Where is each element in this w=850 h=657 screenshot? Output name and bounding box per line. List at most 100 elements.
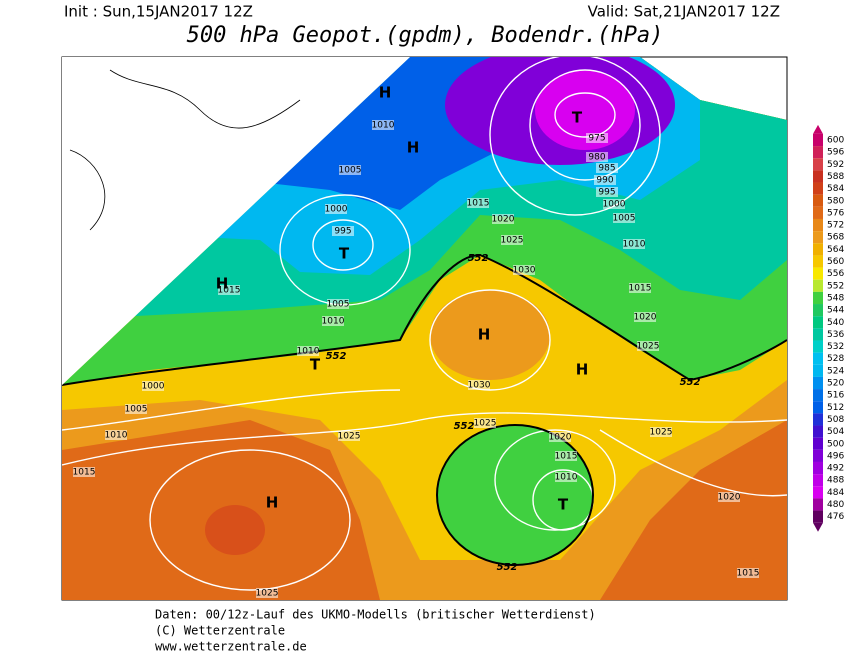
isobar-label: 1010 [555, 473, 578, 483]
legend-label: 564 [827, 245, 844, 255]
isobar-label: 980 [588, 153, 605, 163]
label-background [142, 381, 164, 391]
legend-swatch [813, 146, 823, 159]
label-background [501, 235, 523, 245]
isobar-label: 1025 [650, 428, 673, 438]
pressure-center: H [216, 275, 229, 293]
coastline [69, 69, 301, 231]
isobar-label: 1025 [256, 589, 279, 599]
legend-swatch [813, 279, 823, 292]
isobar-label: 1000 [603, 200, 626, 210]
label-background [737, 568, 759, 578]
isobar-label: 1005 [327, 300, 350, 310]
legend-swatch [813, 340, 823, 353]
isobar-label: 1010 [372, 121, 395, 131]
isobar-label: 1030 [468, 381, 491, 391]
isobar-label: 1015 [629, 284, 652, 294]
legend-label: 560 [827, 257, 844, 267]
legend-swatch [813, 267, 823, 280]
label-background [629, 283, 651, 293]
legend-label: 520 [827, 379, 844, 389]
legend-label: 496 [827, 451, 844, 461]
valid-time: Valid: Sat,21JAN2017 12Z [588, 3, 780, 21]
isobar-label: 1025 [474, 419, 497, 429]
contour-552 [436, 424, 594, 566]
isobar-label: 1010 [322, 317, 345, 327]
legend-label: 488 [827, 476, 844, 486]
legend-label: 512 [827, 403, 844, 413]
label-background [637, 341, 659, 351]
footer-line: Daten: 00/12z-Lauf des UKMO-Modells (bri… [155, 608, 596, 622]
label-background [650, 427, 672, 437]
legend-label: 508 [827, 415, 844, 425]
pressure-center: T [558, 496, 569, 514]
legend-label: 556 [827, 269, 844, 279]
legend-swatch [813, 231, 823, 244]
isobar-label: 990 [596, 176, 613, 186]
isobar-label: 1025 [338, 432, 361, 442]
label-background [596, 163, 618, 173]
isobar-label: 1000 [142, 382, 165, 392]
label-background [555, 451, 577, 461]
color-legend: 600 596 592 588 584 580 576 572 568 564 560 556 552 5… [813, 124, 844, 532]
label-background [125, 404, 147, 414]
pressure-center: H [266, 494, 279, 512]
label-background [596, 187, 618, 197]
label-background [332, 226, 354, 236]
geopotential-label: 552 [497, 562, 518, 573]
legend-swatch [813, 425, 823, 438]
legend-label: 516 [827, 391, 844, 401]
isobar [494, 429, 616, 531]
legend-label: 548 [827, 293, 844, 303]
isobar-label: 1010 [297, 347, 320, 357]
isobar-label: 1020 [549, 433, 572, 443]
legend-arrow-top [813, 124, 823, 134]
legend-swatch [813, 449, 823, 462]
legend-label: 580 [827, 196, 844, 206]
legend-label: 524 [827, 366, 844, 376]
label-background [468, 380, 490, 390]
legend-label: 596 [827, 148, 844, 158]
legend-label: 540 [827, 318, 844, 328]
label-background [586, 152, 608, 162]
legend-label: 592 [827, 160, 844, 170]
legend-swatch [813, 328, 823, 341]
label-background [586, 133, 608, 143]
field-568-high [430, 290, 550, 380]
label-background [256, 588, 278, 598]
isobar-label: 995 [334, 227, 351, 237]
legend-label: 576 [827, 208, 844, 218]
legend-label: 544 [827, 306, 844, 316]
pressure-center: T [339, 245, 350, 263]
isobar-label: 975 [588, 134, 605, 144]
legend-label: 552 [827, 281, 844, 291]
legend-label: 600 [827, 136, 844, 146]
legend-label: 476 [827, 512, 844, 522]
legend-swatch [813, 364, 823, 377]
isobar-label: 1000 [325, 205, 348, 215]
geopotential-label: 552 [454, 421, 475, 432]
isobar-label: 1020 [492, 215, 515, 225]
legend-swatch [813, 486, 823, 499]
label-background [613, 213, 635, 223]
legend-swatch [813, 413, 823, 426]
geopotential-label: 552 [468, 253, 489, 264]
legend-swatch [813, 389, 823, 402]
legend-swatch [813, 498, 823, 511]
legend-arrow-bottom [813, 522, 823, 532]
legend-swatch [813, 206, 823, 219]
label-background [594, 175, 616, 185]
geopotential-label: 552 [680, 377, 701, 388]
isobar-label: 1020 [634, 313, 657, 323]
legend-label: 568 [827, 233, 844, 243]
isobar [62, 412, 787, 466]
legend-swatch [813, 352, 823, 365]
legend-swatch [813, 304, 823, 317]
legend-swatch [813, 291, 823, 305]
legend-swatch [813, 255, 823, 268]
isobar [599, 429, 787, 497]
isobar-label: 1015 [467, 199, 490, 209]
isobar [62, 389, 401, 431]
legend-label: 504 [827, 427, 844, 437]
